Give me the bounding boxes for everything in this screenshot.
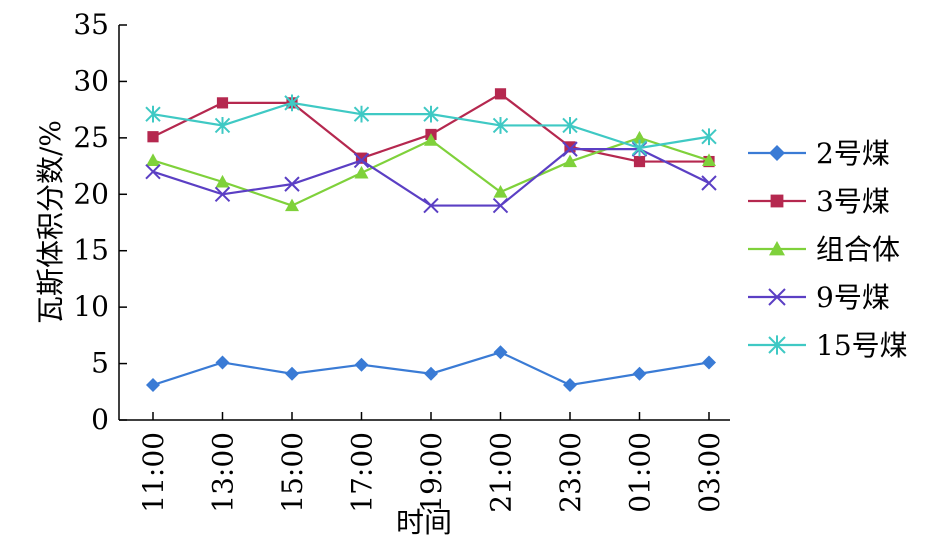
legend-marker bbox=[769, 145, 785, 161]
x-tick-label: 11:00 bbox=[137, 432, 170, 513]
y-tick-label: 20 bbox=[73, 177, 109, 210]
legend-label: 2号煤 bbox=[816, 137, 890, 170]
x-tick-label: 21:00 bbox=[485, 432, 518, 513]
data-point bbox=[493, 185, 508, 198]
x-tick-label: 01:00 bbox=[624, 432, 657, 513]
data-point bbox=[146, 378, 160, 393]
y-tick-label: 0 bbox=[91, 403, 109, 436]
data-point bbox=[424, 366, 438, 381]
data-point bbox=[145, 164, 161, 180]
x-tick-label: 17:00 bbox=[346, 432, 379, 513]
data-point bbox=[633, 155, 646, 168]
data-point bbox=[563, 378, 577, 393]
legend-item: 2号煤 bbox=[748, 137, 890, 170]
data-point bbox=[215, 355, 230, 370]
x-axis-label: 时间 bbox=[396, 506, 452, 539]
x-tick-label: 19:00 bbox=[415, 432, 448, 513]
legend-label: 组合体 bbox=[816, 233, 900, 266]
series-4 bbox=[145, 141, 717, 214]
legend-item: 3号煤 bbox=[748, 185, 890, 218]
series-3 bbox=[146, 130, 716, 212]
data-point bbox=[702, 355, 716, 370]
data-point bbox=[563, 154, 577, 168]
data-point bbox=[423, 105, 439, 123]
data-point bbox=[631, 139, 648, 157]
data-point bbox=[632, 130, 647, 144]
data-point bbox=[214, 186, 231, 202]
data-point bbox=[423, 197, 439, 214]
y-tick-label: 10 bbox=[73, 290, 109, 323]
axes bbox=[118, 25, 730, 421]
x-ticks: 11:00 13:00 15:00 17:00 19:00 21:00 23:00 01:00… bbox=[137, 412, 726, 513]
data-point bbox=[564, 141, 576, 153]
legend-item: 15号煤 bbox=[748, 329, 908, 362]
x-tick-label: 13:00 bbox=[207, 432, 240, 513]
data-point bbox=[702, 153, 716, 167]
legend-marker bbox=[769, 241, 785, 256]
series-5 bbox=[145, 94, 717, 157]
data-point bbox=[215, 174, 230, 188]
data-point bbox=[284, 176, 300, 192]
y-tick-label: 15 bbox=[73, 234, 109, 267]
legend-label: 15号煤 bbox=[816, 329, 908, 362]
legend-item: 9号煤 bbox=[748, 281, 890, 314]
series-1 bbox=[146, 345, 716, 393]
x-tick-label: 03:00 bbox=[693, 432, 726, 513]
data-point bbox=[146, 153, 160, 167]
y-tick-label: 25 bbox=[73, 121, 109, 154]
series-line bbox=[152, 136, 710, 207]
y-tick-label: 30 bbox=[73, 64, 109, 97]
legend-marker bbox=[768, 288, 786, 306]
data-point bbox=[701, 128, 717, 146]
legend-item: 组合体 bbox=[748, 233, 900, 266]
legend-label: 9号煤 bbox=[816, 281, 890, 314]
data-point bbox=[354, 165, 369, 179]
x-tick-label: 23:00 bbox=[554, 432, 587, 513]
data-point bbox=[147, 131, 159, 143]
data-point bbox=[216, 97, 229, 109]
data-point bbox=[562, 141, 578, 157]
data-point bbox=[632, 366, 647, 381]
y-tick-label: 5 bbox=[91, 347, 109, 380]
data-point bbox=[493, 345, 508, 360]
data-point bbox=[701, 175, 717, 191]
data-point bbox=[285, 198, 299, 212]
legend-label: 3号煤 bbox=[816, 185, 890, 218]
y-tick-label: 35 bbox=[73, 8, 109, 41]
x-tick-label: 15:00 bbox=[276, 432, 309, 513]
data-point bbox=[494, 88, 507, 100]
data-point bbox=[354, 357, 369, 372]
data-point bbox=[492, 197, 509, 214]
series-line bbox=[152, 92, 709, 163]
series-2 bbox=[147, 88, 715, 168]
legend-marker bbox=[768, 335, 786, 355]
y-axis-label: 瓦斯体积分数/% bbox=[34, 120, 67, 324]
y-ticks: 0 5 10 15 20 25 30 35 bbox=[73, 8, 127, 436]
data-point bbox=[562, 117, 578, 134]
legend-marker bbox=[770, 194, 784, 208]
data-point bbox=[285, 366, 299, 381]
data-point bbox=[355, 152, 368, 164]
series-layer bbox=[145, 88, 717, 393]
data-point bbox=[214, 117, 231, 134]
data-point bbox=[424, 133, 438, 146]
data-point bbox=[145, 105, 161, 123]
data-point bbox=[492, 117, 509, 134]
data-point bbox=[353, 105, 370, 123]
data-point bbox=[284, 94, 300, 112]
data-point bbox=[353, 152, 370, 169]
